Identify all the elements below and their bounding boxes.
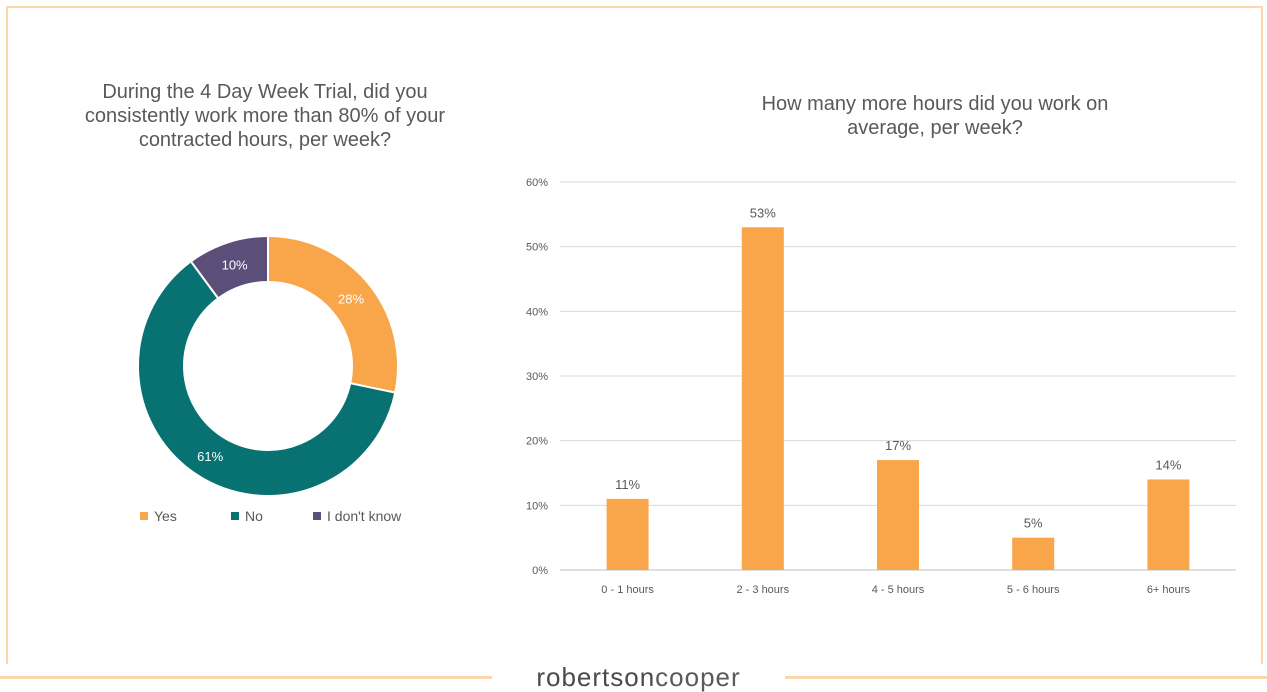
- donut-slice-yes: [267, 234, 399, 394]
- bar: [1012, 537, 1055, 570]
- legend-label-no: No: [245, 508, 263, 524]
- legend-item-no: No: [231, 508, 263, 524]
- y-tick-label: 0%: [532, 565, 548, 577]
- legend-item-yes: Yes: [140, 508, 177, 524]
- bar-data-label: 17%: [885, 438, 911, 453]
- x-tick-label: 0 - 1 hours: [601, 584, 654, 596]
- bar: [877, 460, 919, 570]
- donut-slice-no: [137, 259, 397, 497]
- brand-divider-right: [785, 676, 1267, 679]
- donut-label-yes: 28%: [338, 292, 364, 307]
- bar: [741, 227, 784, 570]
- y-tick-label: 30%: [526, 371, 548, 383]
- bar-data-label: 14%: [1155, 457, 1181, 472]
- legend-label-dont-know: I don't know: [327, 508, 402, 524]
- donut-label-no: 61%: [197, 449, 223, 464]
- brand-band: [0, 664, 1267, 687]
- x-tick-label: 2 - 3 hours: [737, 584, 790, 596]
- legend-swatch-no: [231, 512, 239, 520]
- legend-item-dont-know: I don't know: [313, 508, 401, 524]
- donut-slice-dont-know: [189, 234, 269, 300]
- y-tick-label: 60%: [526, 177, 548, 189]
- legend-swatch-yes: [140, 512, 148, 520]
- bar-data-label: 11%: [615, 477, 640, 492]
- donut-label-dont-know: 10%: [222, 257, 248, 272]
- bar: [606, 498, 649, 570]
- donut-chart-title: During the 4 Day Week Trial, did you con…: [84, 81, 446, 151]
- y-tick-label: 20%: [526, 436, 548, 448]
- bar-data-label: 53%: [750, 205, 776, 220]
- y-tick-label: 40%: [526, 306, 548, 318]
- x-tick-label: 5 - 6 hours: [1007, 584, 1060, 596]
- x-tick-label: 4 - 5 hours: [872, 584, 925, 596]
- bar-data-label: 5%: [1024, 516, 1043, 531]
- y-tick-label: 50%: [526, 242, 548, 254]
- bar-chart-title: How many more hours did you work on aver…: [761, 93, 1109, 139]
- legend-label-yes: Yes: [154, 508, 177, 524]
- x-tick-label: 6+ hours: [1147, 584, 1191, 596]
- legend-swatch-dont-know: [313, 512, 321, 520]
- y-tick-label: 10%: [526, 500, 548, 512]
- bar: [1147, 479, 1190, 570]
- brand-divider-left: [0, 676, 492, 679]
